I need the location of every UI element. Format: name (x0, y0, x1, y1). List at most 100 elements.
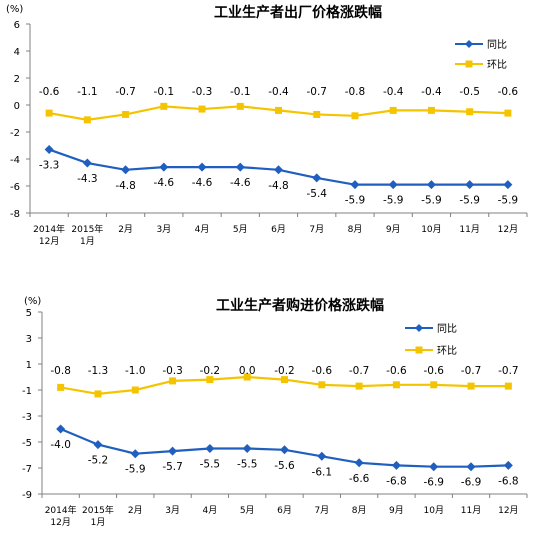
data-point-yoy (426, 180, 436, 190)
data-label-mom: -0.1 (230, 86, 251, 98)
data-label-mom: -0.7 (306, 86, 327, 98)
x-tick-label: 2014年 (33, 223, 65, 235)
y-tick-label: -3 (22, 412, 32, 423)
y-tick-label: -7 (22, 464, 32, 475)
x-tick-label: 2月 (128, 505, 143, 516)
data-label-mom: -0.6 (498, 86, 519, 98)
data-point-yoy (235, 162, 245, 172)
data-label-mom: -0.7 (115, 86, 136, 98)
x-tick-label-line2: 1月 (91, 517, 106, 528)
data-label-yoy: -5.9 (459, 195, 480, 207)
x-tick-label-line2: 12月 (50, 517, 70, 528)
data-point-yoy (388, 180, 398, 190)
x-tick-label: 11月 (461, 505, 481, 516)
data-label-mom: -0.4 (421, 86, 442, 98)
data-label-yoy: -5.6 (274, 460, 295, 472)
x-tick-label: 3月 (156, 224, 171, 235)
x-tick-label: 7月 (314, 505, 329, 516)
data-point-yoy (242, 444, 252, 453)
data-label-yoy: -4.6 (230, 177, 251, 189)
x-tick-label: 5月 (233, 224, 248, 235)
data-label-mom: -1.0 (125, 365, 146, 377)
data-label-yoy: -5.4 (306, 188, 327, 200)
x-tick-label: 6月 (277, 505, 292, 516)
data-label-mom: -0.6 (423, 365, 444, 377)
data-point-mom (392, 381, 400, 389)
data-label-mom: -0.2 (200, 365, 221, 377)
y-tick-label: -5 (22, 438, 32, 449)
x-tick-label: 12月 (498, 224, 518, 235)
x-tick-label: 8月 (352, 505, 367, 516)
data-point-mom (45, 109, 53, 117)
data-point-mom (275, 106, 282, 114)
x-tick-label: 7月 (309, 224, 324, 235)
data-label-yoy: -5.9 (383, 195, 404, 207)
data-point-yoy (280, 445, 289, 455)
data-label-mom: -0.4 (268, 86, 289, 98)
data-label-mom: -0.7 (461, 365, 482, 377)
data-label-yoy: -4.8 (115, 180, 136, 192)
x-tick-label: 5月 (240, 505, 255, 516)
legend-label-yoy: 同比 (487, 39, 507, 51)
data-point-yoy (205, 444, 215, 453)
data-point-yoy (350, 180, 360, 190)
chart-producer-purchase-prices: 工业生产者购进价格涨跌幅 (%) 531-1-3-5-7-92014年12月20… (22, 296, 528, 528)
y-tick-label: 3 (26, 334, 32, 345)
data-label-mom: -0.5 (459, 86, 480, 98)
data-label-yoy: -4.8 (268, 180, 289, 192)
data-point-mom (198, 105, 206, 113)
x-tick-label: 10月 (421, 224, 441, 235)
chart-title: 工业生产者出厂价格涨跌幅 (214, 4, 382, 21)
data-label-yoy: -5.7 (162, 461, 183, 473)
data-label-mom: -0.3 (162, 365, 183, 377)
data-label-mom: -0.8 (345, 86, 366, 98)
data-label-yoy: -5.5 (237, 459, 258, 471)
data-label-yoy: -6.9 (423, 477, 444, 489)
data-point-mom (169, 377, 177, 385)
x-tick-label: 2014年 (45, 504, 77, 516)
data-point-mom (351, 112, 359, 120)
data-label-mom: -1.1 (77, 86, 98, 98)
data-label-yoy: -5.9 (421, 195, 442, 207)
legend-marker-yoy (465, 40, 473, 48)
chart-producer-output-prices: 工业生产者出厂价格涨跌幅 (%) 6420-2-4-6-82014年12月201… (6, 4, 528, 247)
data-point-mom (131, 386, 139, 394)
data-point-yoy (121, 165, 131, 175)
data-point-yoy (56, 424, 66, 434)
legend-label-mom: 环比 (437, 345, 457, 357)
data-point-yoy (466, 462, 476, 472)
data-label-yoy: -5.9 (125, 464, 146, 476)
data-label-yoy: -5.9 (498, 195, 519, 207)
x-tick-label: 8月 (348, 224, 363, 235)
y-tick-label: -1 (22, 386, 32, 397)
data-label-yoy: -6.1 (312, 466, 333, 478)
data-point-mom (430, 381, 438, 389)
data-label-yoy: -6.6 (349, 473, 370, 485)
data-label-yoy: -6.9 (461, 477, 482, 489)
data-point-mom (206, 376, 214, 384)
data-point-yoy (503, 460, 513, 470)
data-label-mom: -0.1 (154, 86, 175, 98)
data-point-yoy (391, 460, 401, 470)
x-tick-label: 2015年 (71, 223, 103, 235)
data-label-mom: -0.6 (386, 365, 407, 377)
y-tick-label: 2 (14, 74, 20, 85)
x-tick-label: 6月 (271, 224, 286, 235)
y-tick-label: 0 (14, 101, 20, 112)
data-point-yoy (44, 145, 54, 155)
data-point-mom (94, 390, 102, 398)
data-point-yoy (82, 158, 92, 168)
data-point-yoy (503, 180, 513, 190)
legend-label-yoy: 同比 (437, 323, 457, 335)
y-unit-label: (%) (6, 4, 23, 15)
data-label-yoy: -6.8 (386, 475, 407, 487)
x-tick-label: 12月 (498, 505, 518, 516)
x-tick-label-line2: 1月 (80, 236, 95, 247)
data-point-mom (122, 110, 130, 118)
data-label-mom: -0.6 (39, 86, 60, 98)
x-tick-label: 9月 (389, 505, 404, 516)
data-point-mom (57, 383, 65, 391)
y-tick-label: -2 (10, 128, 20, 139)
data-point-mom (281, 376, 288, 384)
data-label-mom: -0.2 (274, 365, 295, 377)
